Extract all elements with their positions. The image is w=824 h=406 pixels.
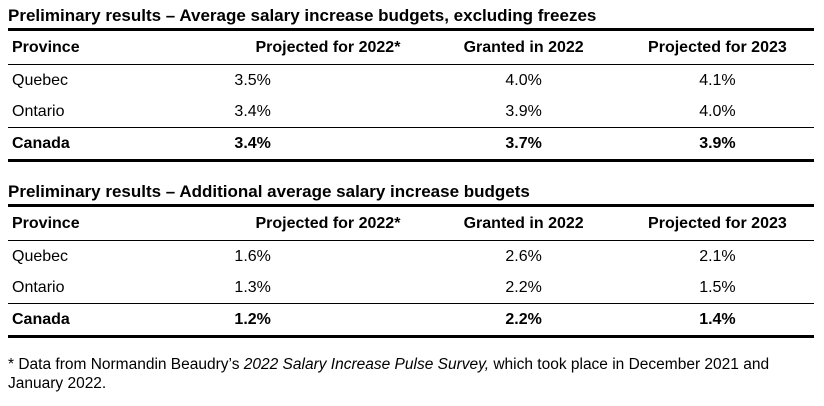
column-header-granted-2022: Granted in 2022 [463,214,584,232]
table-row: Quebec 3.5% 4.0% 4.1% [8,65,814,97]
granted-2022-cell: 2.2% [505,278,542,296]
table-total-row: Canada 1.2% 2.2% 1.4% [8,303,814,337]
column-header-projected-2023: Projected for 2023 [648,38,787,56]
table-2-title: Preliminary results – Additional average… [8,182,530,201]
total-projected-2022-cell: 1.2% [234,310,271,328]
total-label-cell: Canada [12,134,70,152]
document: Preliminary results – Average salary inc… [8,6,814,338]
projected-2022-cell: 1.6% [234,247,271,265]
table-header-row: Province Projected for 2022* Granted in … [8,205,814,241]
granted-2022-cell: 2.6% [505,247,542,265]
table-row: Ontario 3.4% 3.9% 4.0% [8,96,814,128]
column-header-projected-2022: Projected for 2022* [255,214,401,232]
projected-2022-cell: 3.5% [234,71,271,89]
total-label-cell: Canada [12,310,70,328]
projected-2022-cell: 3.4% [234,102,271,120]
table-1: Province Projected for 2022* Granted in … [8,28,814,162]
projected-2023-cell: 4.0% [699,102,736,120]
province-cell: Ontario [12,102,65,120]
total-granted-2022-cell: 3.7% [505,134,542,152]
projected-2023-cell: 2.1% [699,247,736,265]
footnote-survey-name: 2022 Salary Increase Pulse Survey, [243,356,490,373]
table-total-row: Canada 3.4% 3.7% 3.9% [8,127,814,161]
table-header-row: Province Projected for 2022* Granted in … [8,29,814,65]
column-header-projected-2022: Projected for 2022* [255,38,401,56]
column-header-projected-2023: Projected for 2023 [648,214,787,232]
granted-2022-cell: 3.9% [505,102,542,120]
projected-2023-cell: 4.1% [699,71,736,89]
total-granted-2022-cell: 2.2% [505,310,542,328]
column-header-province: Province [12,214,80,232]
province-cell: Quebec [12,247,69,265]
total-projected-2023-cell: 3.9% [699,134,736,152]
total-projected-2022-cell: 3.4% [234,134,271,152]
table-row: Quebec 1.6% 2.6% 2.1% [8,241,814,273]
footnote-suffix: which took place in December 2021 and Ja… [8,356,770,392]
projected-2022-cell: 1.3% [234,278,271,296]
granted-2022-cell: 4.0% [505,71,542,89]
province-cell: Ontario [12,278,65,296]
province-cell: Quebec [12,71,69,89]
table-1-title: Preliminary results – Average salary inc… [8,6,597,25]
projected-2023-cell: 1.5% [699,278,736,296]
total-projected-2023-cell: 1.4% [699,310,736,328]
table-2: Province Projected for 2022* Granted in … [8,204,814,338]
footnote: * Data from Normandin Beaudry’s 2022 Sal… [8,355,814,393]
table-row: Ontario 1.3% 2.2% 1.5% [8,272,814,304]
footnote-prefix: * Data from Normandin Beaudry’s [8,356,244,373]
column-header-granted-2022: Granted in 2022 [463,38,584,56]
column-header-province: Province [12,38,80,56]
